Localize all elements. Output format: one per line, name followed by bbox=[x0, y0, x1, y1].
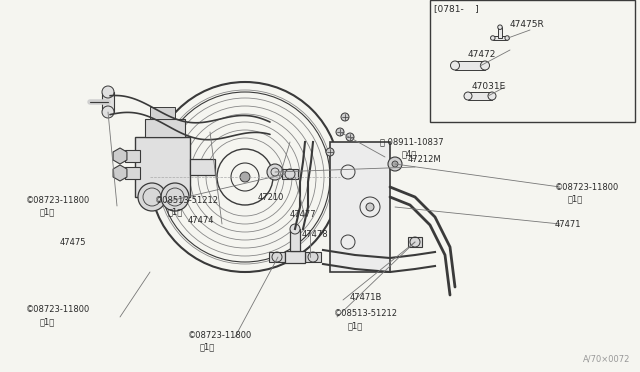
Bar bbox=[493, 36, 507, 40]
Circle shape bbox=[267, 164, 283, 180]
Text: [0781-    ]: [0781- ] bbox=[434, 4, 479, 13]
Text: 47031E: 47031E bbox=[472, 82, 506, 91]
Circle shape bbox=[102, 106, 114, 118]
Text: ©08513-51212: ©08513-51212 bbox=[155, 196, 219, 205]
Text: （4）: （4） bbox=[402, 150, 417, 158]
Circle shape bbox=[488, 92, 496, 100]
Bar bbox=[305, 252, 321, 262]
Circle shape bbox=[388, 157, 402, 171]
Circle shape bbox=[240, 172, 250, 182]
Text: ©08723-11800: ©08723-11800 bbox=[555, 183, 620, 192]
Bar bbox=[269, 252, 285, 262]
Bar bbox=[430, 0, 635, 122]
Circle shape bbox=[392, 161, 398, 167]
Circle shape bbox=[326, 148, 334, 156]
Bar bbox=[285, 251, 305, 263]
Text: 47212M: 47212M bbox=[408, 154, 442, 164]
Circle shape bbox=[138, 183, 166, 211]
Text: （1）: （1） bbox=[40, 317, 55, 327]
Circle shape bbox=[481, 61, 490, 70]
Bar bbox=[102, 92, 114, 112]
Circle shape bbox=[498, 25, 502, 29]
Text: Ⓞ 08911-10837: Ⓞ 08911-10837 bbox=[380, 138, 444, 147]
Text: 47475R: 47475R bbox=[510, 20, 545, 29]
Text: 47474: 47474 bbox=[188, 215, 214, 224]
Bar bbox=[455, 61, 485, 70]
Bar bbox=[150, 107, 175, 119]
Bar bbox=[190, 159, 215, 175]
Bar bbox=[125, 167, 140, 179]
Bar bbox=[408, 237, 422, 247]
Text: （1）: （1） bbox=[168, 208, 183, 217]
Text: （1）: （1） bbox=[40, 208, 55, 217]
Circle shape bbox=[336, 128, 344, 136]
Circle shape bbox=[464, 92, 472, 100]
Circle shape bbox=[451, 61, 460, 70]
Bar bbox=[125, 150, 140, 162]
Text: （1）: （1） bbox=[200, 343, 215, 352]
Circle shape bbox=[505, 36, 509, 40]
Bar bbox=[330, 142, 390, 272]
Circle shape bbox=[161, 183, 189, 211]
Text: 47471: 47471 bbox=[555, 219, 582, 228]
Text: 47475: 47475 bbox=[60, 237, 86, 247]
Text: A/70×0072: A/70×0072 bbox=[582, 355, 630, 364]
Text: 47478: 47478 bbox=[302, 230, 328, 238]
Circle shape bbox=[102, 86, 114, 98]
Text: ©08513-51212: ©08513-51212 bbox=[334, 310, 398, 318]
Bar bbox=[282, 169, 298, 179]
Bar bbox=[290, 229, 300, 251]
Text: 47471B: 47471B bbox=[350, 292, 382, 301]
Circle shape bbox=[290, 224, 300, 234]
Circle shape bbox=[366, 203, 374, 211]
Circle shape bbox=[341, 113, 349, 121]
Text: ©08723-11800: ©08723-11800 bbox=[26, 305, 90, 314]
Bar bbox=[498, 27, 502, 38]
Text: 47210: 47210 bbox=[258, 192, 284, 202]
Text: 47472: 47472 bbox=[468, 50, 497, 59]
Bar bbox=[145, 119, 185, 137]
Text: （1）: （1） bbox=[348, 321, 364, 330]
Text: ©08723-11800: ©08723-11800 bbox=[26, 196, 90, 205]
Bar bbox=[468, 92, 492, 100]
Text: ©08723-11800: ©08723-11800 bbox=[188, 330, 252, 340]
Circle shape bbox=[490, 36, 495, 40]
Circle shape bbox=[346, 133, 354, 141]
Bar bbox=[135, 137, 190, 197]
Text: （1）: （1） bbox=[568, 195, 583, 203]
Text: 47477: 47477 bbox=[290, 209, 317, 218]
